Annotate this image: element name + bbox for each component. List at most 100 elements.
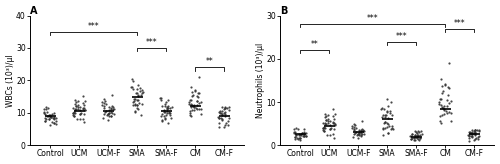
- Point: [446, 100, 454, 102]
- Point: [167, 116, 175, 119]
- Point: [329, 133, 337, 135]
- Point: [71, 108, 79, 111]
- Point: [102, 100, 110, 102]
- Point: [164, 105, 172, 107]
- Point: [322, 119, 330, 121]
- Point: [214, 116, 222, 118]
- Point: [108, 93, 116, 96]
- Point: [444, 93, 452, 96]
- Point: [185, 101, 193, 104]
- Point: [330, 115, 338, 118]
- Point: [224, 108, 232, 111]
- Point: [79, 107, 87, 109]
- Point: [446, 112, 454, 114]
- Point: [72, 107, 80, 110]
- Point: [168, 106, 176, 109]
- Point: [320, 125, 328, 128]
- Point: [134, 94, 142, 96]
- Point: [222, 122, 230, 124]
- Point: [107, 108, 115, 111]
- Point: [291, 135, 299, 138]
- Point: [295, 134, 303, 137]
- Point: [79, 117, 87, 120]
- Point: [324, 113, 332, 116]
- Point: [326, 127, 334, 130]
- Point: [384, 98, 392, 100]
- Point: [298, 132, 306, 134]
- Point: [322, 123, 330, 125]
- Point: [383, 110, 391, 112]
- Point: [131, 109, 139, 112]
- Point: [71, 99, 79, 102]
- Point: [444, 104, 452, 107]
- Point: [380, 107, 388, 110]
- Point: [221, 111, 229, 113]
- Point: [70, 112, 78, 114]
- Point: [188, 109, 196, 112]
- Point: [80, 104, 88, 106]
- Point: [379, 134, 387, 137]
- Point: [187, 86, 195, 89]
- Point: [42, 114, 50, 117]
- Point: [46, 124, 54, 127]
- Point: [292, 127, 300, 129]
- Point: [134, 99, 142, 101]
- Point: [42, 118, 50, 120]
- Point: [134, 83, 142, 86]
- Point: [79, 94, 87, 97]
- Point: [134, 103, 141, 106]
- Point: [414, 136, 422, 139]
- Point: [381, 127, 389, 129]
- Point: [377, 108, 385, 111]
- Point: [137, 93, 145, 96]
- Point: [475, 128, 483, 131]
- Point: [81, 100, 89, 102]
- Point: [292, 137, 300, 140]
- Point: [220, 108, 228, 111]
- Point: [195, 92, 203, 94]
- Point: [188, 90, 196, 93]
- Point: [322, 118, 330, 121]
- Point: [224, 124, 232, 127]
- Point: [349, 136, 357, 138]
- Point: [46, 113, 54, 116]
- Point: [472, 137, 480, 139]
- Point: [355, 134, 363, 137]
- Point: [166, 112, 174, 115]
- Point: [384, 132, 392, 135]
- Point: [359, 129, 367, 132]
- Point: [472, 134, 480, 137]
- Point: [355, 130, 363, 133]
- Point: [388, 127, 396, 130]
- Point: [296, 134, 304, 136]
- Point: [218, 119, 226, 122]
- Point: [412, 136, 420, 139]
- Point: [474, 138, 482, 141]
- Point: [292, 133, 300, 136]
- Point: [50, 117, 58, 120]
- Point: [41, 113, 49, 116]
- Point: [130, 98, 138, 100]
- Point: [222, 107, 230, 110]
- Point: [330, 118, 338, 120]
- Point: [438, 107, 446, 109]
- Point: [348, 125, 356, 128]
- Point: [326, 128, 334, 131]
- Point: [69, 114, 77, 116]
- Point: [130, 88, 138, 90]
- Point: [216, 112, 224, 114]
- Point: [128, 86, 136, 89]
- Point: [410, 135, 418, 138]
- Point: [134, 94, 142, 97]
- Point: [408, 133, 416, 135]
- Point: [132, 103, 140, 105]
- Point: [440, 108, 448, 111]
- Point: [300, 133, 308, 135]
- Point: [300, 131, 308, 133]
- Point: [71, 112, 79, 114]
- Point: [360, 128, 368, 131]
- Point: [443, 112, 451, 115]
- Point: [186, 112, 194, 114]
- Point: [410, 137, 418, 140]
- Point: [328, 127, 336, 130]
